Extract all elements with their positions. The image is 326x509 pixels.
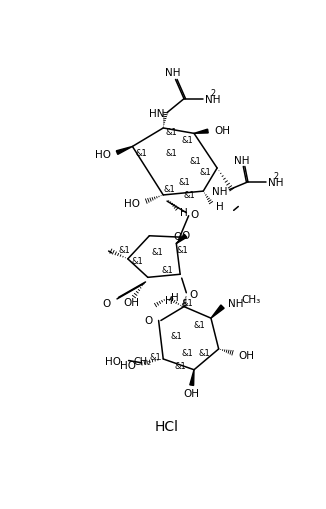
Text: O: O [189, 289, 198, 299]
Text: HO: HO [95, 150, 111, 160]
Text: HO: HO [124, 199, 140, 208]
Text: O: O [182, 231, 190, 241]
Text: 2: 2 [210, 89, 215, 98]
Text: O: O [144, 316, 153, 326]
Text: O: O [190, 210, 199, 220]
Text: &1: &1 [119, 246, 131, 254]
Text: NH: NH [234, 155, 249, 165]
Text: &1: &1 [165, 128, 177, 137]
Text: &1: &1 [182, 349, 194, 358]
Text: OH: OH [239, 350, 255, 360]
Text: &1: &1 [199, 349, 211, 358]
Text: &1: &1 [165, 149, 177, 158]
Text: &1: &1 [177, 246, 188, 254]
Text: &1: &1 [151, 247, 163, 256]
Text: &1: &1 [178, 178, 190, 187]
Text: NH: NH [213, 187, 228, 196]
Text: &1: &1 [170, 332, 182, 341]
Text: OH: OH [123, 297, 139, 307]
Text: &1: &1 [194, 320, 205, 329]
Text: NH: NH [228, 298, 244, 308]
Polygon shape [176, 235, 187, 244]
Polygon shape [190, 370, 194, 386]
Text: &1: &1 [150, 352, 161, 361]
Text: &1: &1 [200, 168, 212, 177]
Text: &1: &1 [190, 156, 201, 165]
Text: OH: OH [214, 126, 230, 136]
Text: HO: HO [120, 360, 136, 371]
Text: &1: &1 [182, 299, 194, 307]
Text: H: H [171, 293, 179, 303]
Text: &1: &1 [184, 191, 195, 200]
Text: OH: OH [184, 388, 200, 398]
Text: HN: HN [149, 108, 165, 118]
Text: H: H [215, 202, 223, 212]
Polygon shape [116, 147, 132, 155]
Text: &1: &1 [164, 185, 175, 194]
Text: O: O [174, 231, 182, 241]
Text: CH₂: CH₂ [134, 357, 152, 366]
Text: CH₃: CH₃ [242, 294, 261, 304]
Text: &1: &1 [174, 362, 186, 371]
Polygon shape [211, 305, 224, 319]
Text: &1: &1 [136, 149, 148, 158]
Text: &1: &1 [161, 266, 173, 274]
Text: NH: NH [268, 178, 283, 187]
Polygon shape [194, 130, 208, 134]
Text: O: O [103, 298, 111, 308]
Text: &1: &1 [182, 136, 194, 145]
Text: HO: HO [105, 357, 121, 366]
Text: &1: &1 [131, 257, 143, 265]
Text: H: H [165, 296, 172, 306]
Text: HCl: HCl [155, 419, 179, 433]
Text: H: H [180, 208, 188, 217]
Text: NH: NH [205, 95, 220, 104]
Text: 2: 2 [274, 172, 278, 181]
Text: NH: NH [165, 68, 180, 77]
